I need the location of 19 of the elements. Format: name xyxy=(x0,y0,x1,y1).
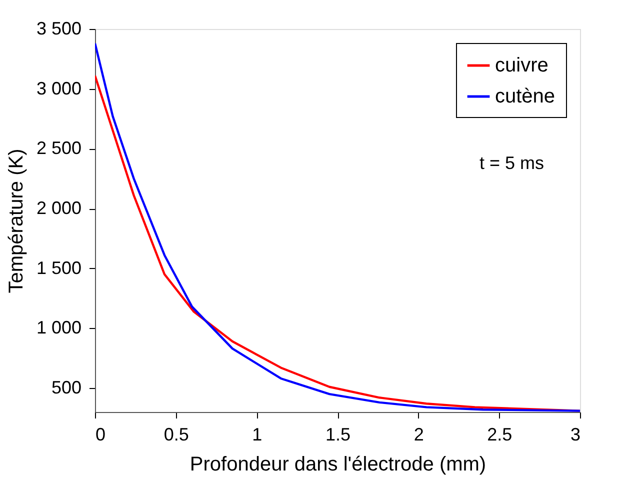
y-tick-label: 1 500 xyxy=(36,258,82,278)
x-tick-label: 3 xyxy=(570,424,580,444)
annotation: t = 5 ms xyxy=(479,153,544,173)
x-tick-label: 0.5 xyxy=(164,424,189,444)
y-tick-label: 3 000 xyxy=(36,78,82,98)
x-tick-label: 2.5 xyxy=(487,424,512,444)
y-tick-label: 500 xyxy=(51,378,82,398)
x-tick-label: 0 xyxy=(96,424,106,444)
y-tick-label: 1 000 xyxy=(36,318,82,338)
x-tick-label: 1 xyxy=(252,424,262,444)
y-tick-label: 3 500 xyxy=(36,18,82,38)
x-tick-label: 1.5 xyxy=(325,424,351,444)
y-tick-label: 2 000 xyxy=(36,198,82,218)
legend-label: cutène xyxy=(495,86,556,108)
y-tick-label: 2 500 xyxy=(36,138,82,158)
x-tick-label: 2 xyxy=(414,424,424,444)
y-axis-title: Température (K) xyxy=(5,148,28,294)
x-axis-title: Profondeur dans l'électrode (mm) xyxy=(190,454,486,476)
legend-label: cuivre xyxy=(495,54,548,76)
